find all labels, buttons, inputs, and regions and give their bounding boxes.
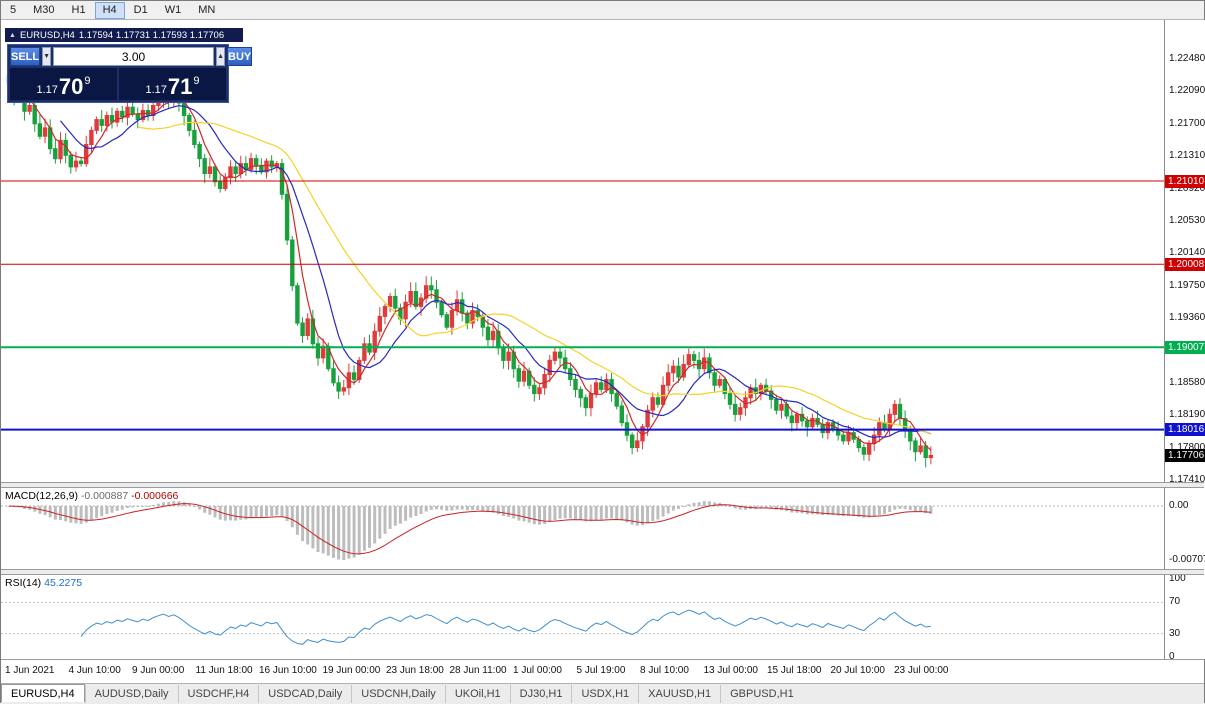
time-label: 1 Jul 00:00 bbox=[513, 665, 562, 676]
timeframe-button-H1[interactable]: H1 bbox=[71, 3, 86, 16]
macd-name: MACD(12,26,9) bbox=[5, 490, 78, 502]
volume-increase-button[interactable]: ▲ bbox=[216, 47, 225, 66]
buy-price-sup: 9 bbox=[193, 75, 200, 87]
buy-price-prefix: 1.17 bbox=[145, 84, 167, 96]
sell-button[interactable]: SELL bbox=[10, 47, 41, 66]
price-scale[interactable]: 1.22480 1.22090 1.21700 1.21310 1.20920 1.205… bbox=[1164, 20, 1205, 662]
chart-tab-EURUSD-H4[interactable]: EURUSD,H4 bbox=[1, 684, 85, 702]
chart-symbol-strip: ▲ EURUSD,H4 1.17594 1.17731 1.17593 1.17… bbox=[5, 28, 243, 42]
price-badge: 1.20008 bbox=[1165, 257, 1205, 271]
price-tick: 1.19750 bbox=[1169, 279, 1205, 291]
sell-price-display[interactable]: 1.17 70 9 bbox=[10, 68, 117, 100]
price-tick: 1.18190 bbox=[1169, 409, 1205, 421]
timeframe-button-M30[interactable]: M30 bbox=[33, 3, 55, 16]
time-label: 1 Jun 2021 bbox=[5, 665, 55, 676]
time-label: 23 Jul 00:00 bbox=[894, 665, 949, 676]
chart-tab-AUDUSD-Daily[interactable]: AUDUSD,Daily bbox=[84, 685, 178, 703]
price-tick: 1.22090 bbox=[1169, 85, 1205, 97]
symbol-label: EURUSD,H4 bbox=[19, 29, 75, 41]
price-tick: 1.17800 bbox=[1169, 441, 1205, 453]
time-label: 28 Jun 11:00 bbox=[449, 665, 507, 676]
macd-label: MACD(12,26,9) -0.000887 -0.000666 bbox=[5, 490, 178, 502]
candlestick-chart bbox=[1, 67, 1164, 468]
time-label: 11 Jun 18:00 bbox=[195, 665, 253, 676]
chart-tab-USDCHF-H4[interactable]: USDCHF,H4 bbox=[177, 685, 259, 703]
price-tick: 1.18580 bbox=[1169, 376, 1205, 388]
sell-price-prefix: 1.17 bbox=[36, 84, 58, 96]
splitter-macd-rsi[interactable] bbox=[1, 569, 1204, 575]
macd-scale-label: 0.00 bbox=[1169, 500, 1189, 511]
macd-panel[interactable]: MACD(12,26,9) -0.000887 -0.000666 bbox=[1, 488, 1164, 569]
price-tick: 1.19360 bbox=[1169, 312, 1205, 324]
price-tick: 1.22480 bbox=[1169, 53, 1205, 64]
timeframe-button-W1[interactable]: W1 bbox=[164, 3, 182, 16]
chart-tabs-bar: EURUSD,H4 AUDUSD,Daily USDCHF,H4 USDCAD,Dai… bbox=[1, 683, 1204, 704]
price-badge: 1.18016 bbox=[1165, 423, 1205, 437]
sell-price-sup: 9 bbox=[84, 75, 91, 87]
timeframe-button-MN[interactable]: MN bbox=[198, 3, 216, 16]
volume-input[interactable] bbox=[53, 47, 215, 66]
time-label: 20 Jul 10:00 bbox=[830, 665, 886, 676]
chart-tab-GBPUSD-H1[interactable]: GBPUSD,H1 bbox=[720, 685, 803, 703]
rsi-scale-label: 70 bbox=[1169, 596, 1181, 608]
sell-price-big: 70 bbox=[58, 74, 84, 99]
time-label: 4 Jun 10:00 bbox=[68, 665, 121, 676]
time-label: 8 Jul 10:00 bbox=[640, 665, 689, 676]
price-badge: 1.17706 bbox=[1165, 448, 1205, 462]
rsi-chart bbox=[1, 601, 1164, 645]
price-badge: 1.19007 bbox=[1165, 340, 1205, 354]
macd-chart bbox=[1, 501, 1164, 560]
timeframe-button-H4[interactable]: H4 bbox=[94, 1, 125, 19]
collapse-arrow-icon[interactable]: ▲ bbox=[9, 31, 16, 39]
chart-tab-UKOil-H1[interactable]: UKOil,H1 bbox=[444, 685, 510, 703]
macd-signal-value: -0.000666 bbox=[131, 490, 179, 502]
rsi-name: RSI(14) bbox=[5, 577, 42, 589]
one-click-trading-panel: SELL ▼ ▲ BUY 1.17 70 9 1.17 71 9 bbox=[7, 44, 253, 103]
macd-main-value: -0.000887 bbox=[80, 490, 129, 502]
chart-tab-USDCAD-Daily[interactable]: USDCAD,Daily bbox=[258, 685, 351, 703]
rsi-scale-label: 30 bbox=[1169, 627, 1181, 639]
price-tick: 1.20530 bbox=[1169, 214, 1205, 226]
time-axis[interactable]: 1 Jun 2021 4 Jun 10:00 9 Jun 00:00 11 Jun 1… bbox=[1, 659, 1204, 683]
time-label: 15 Jul 18:00 bbox=[767, 665, 822, 676]
timeframe-toolbar: 5 M30 H1 H4 D1 W1 MN bbox=[1, 1, 1204, 20]
rsi-scale-label: 0 bbox=[1169, 651, 1175, 662]
buy-price-big: 71 bbox=[167, 74, 193, 99]
rsi-value: 45.2275 bbox=[44, 577, 83, 589]
buy-price-display[interactable]: 1.17 71 9 bbox=[119, 68, 226, 100]
time-label: 16 Jun 10:00 bbox=[259, 665, 317, 676]
timeframe-button-5[interactable]: 5 bbox=[10, 3, 17, 16]
buy-button[interactable]: BUY bbox=[227, 47, 253, 66]
price-tick: 1.20920 bbox=[1169, 182, 1205, 194]
time-label: 19 Jun 00:00 bbox=[322, 665, 381, 676]
chart-tab-DJ30-H1[interactable]: DJ30,H1 bbox=[509, 685, 572, 703]
rsi-scale-label: 100 bbox=[1169, 573, 1186, 584]
time-label: 5 Jul 19:00 bbox=[576, 665, 626, 676]
chart-tab-USDX-H1[interactable]: USDX,H1 bbox=[571, 685, 638, 703]
price-badge: 1.21010 bbox=[1165, 174, 1205, 188]
rsi-label: RSI(14) 45.2275 bbox=[5, 577, 82, 589]
time-label: 13 Jul 00:00 bbox=[703, 665, 759, 676]
chart-tab-USDCNH-Daily[interactable]: USDCNH,Daily bbox=[351, 685, 445, 703]
time-label: 9 Jun 00:00 bbox=[132, 665, 185, 676]
price-tick: 1.17410 bbox=[1169, 473, 1205, 485]
splitter-main-macd[interactable] bbox=[1, 482, 1204, 488]
price-tick: 1.21310 bbox=[1169, 150, 1205, 162]
macd-scale-label: -0.00707 bbox=[1169, 554, 1205, 565]
price-tick: 1.21700 bbox=[1169, 117, 1205, 129]
rsi-panel[interactable]: RSI(14) 45.2275 bbox=[1, 575, 1164, 659]
timeframe-button-D1[interactable]: D1 bbox=[133, 3, 148, 16]
main-chart[interactable]: ▲ EURUSD,H4 1.17594 1.17731 1.17593 1.17… bbox=[1, 20, 1164, 482]
ohlc-values: 1.17594 1.17731 1.17593 1.17706 bbox=[78, 29, 225, 41]
time-label: 23 Jun 18:00 bbox=[386, 665, 444, 676]
chart-tab-XAUUSD-H1[interactable]: XAUUSD,H1 bbox=[638, 685, 720, 703]
price-tick: 1.20140 bbox=[1169, 247, 1205, 259]
volume-decrease-button[interactable]: ▼ bbox=[42, 47, 52, 66]
